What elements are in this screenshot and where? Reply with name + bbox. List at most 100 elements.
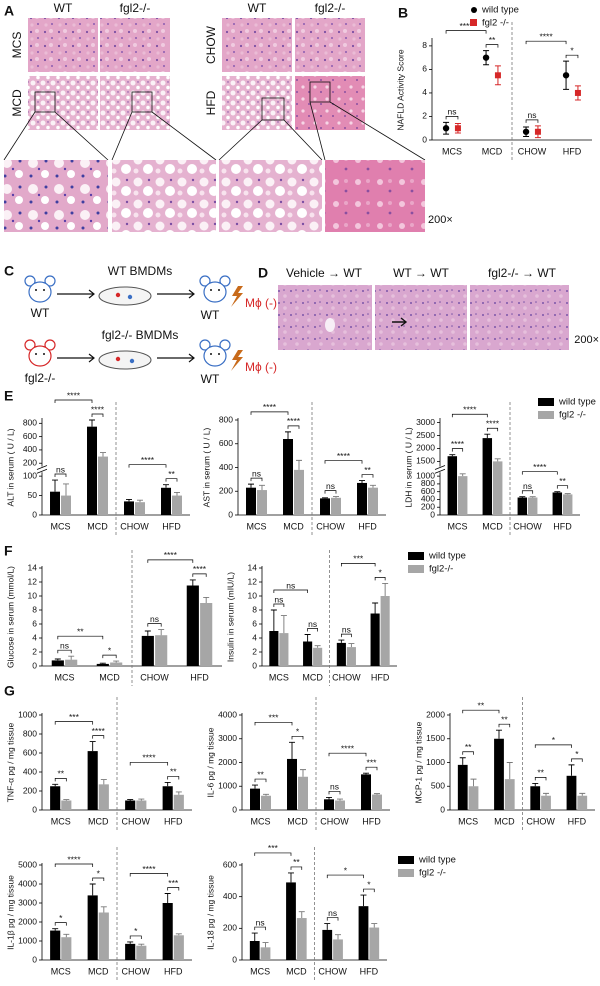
error-bar xyxy=(52,783,59,787)
error-bar xyxy=(348,643,355,648)
x-tick-label: MCD xyxy=(302,672,323,682)
panel-c-g-circle xyxy=(218,289,220,291)
significance-bracket xyxy=(451,413,488,418)
significance-bracket xyxy=(54,863,94,867)
bar xyxy=(447,456,458,515)
significance-bracket xyxy=(556,485,569,489)
significance-label: **** xyxy=(287,416,301,426)
panel-letters-text: A xyxy=(4,3,14,19)
significance-label: * xyxy=(97,868,101,878)
significance-bracket xyxy=(290,866,303,870)
x-tick-label: HFD xyxy=(190,672,209,682)
panel-a-text: fgl2-/- xyxy=(315,1,346,15)
error-bar xyxy=(62,483,69,496)
y-tick-label: 1000 xyxy=(416,470,435,480)
y-tick-label: 0 xyxy=(32,509,37,519)
error-bar xyxy=(99,452,106,457)
panel-letters: A B C D E F G xyxy=(4,3,408,699)
y-tick-label: 12 xyxy=(248,576,258,586)
significance-label: ** xyxy=(170,767,177,777)
significance-bracket xyxy=(341,633,352,638)
y-tick-label: 600 xyxy=(23,431,37,441)
x-tick-label: MCD xyxy=(482,521,503,531)
y-tick-label: 200 xyxy=(219,486,233,496)
panel-letters-text: G xyxy=(4,683,15,699)
y-tick-label: 0 xyxy=(32,954,37,964)
bar xyxy=(504,779,515,810)
error-bar xyxy=(99,662,106,664)
y-axis-label: AST in serum ( U / L) xyxy=(201,427,211,507)
y-axis-label: ALT in serum ( U / L) xyxy=(5,428,15,506)
significance-label: ** xyxy=(364,465,371,475)
panel-c-g-path xyxy=(57,353,195,363)
significance-bracket xyxy=(534,777,547,781)
error-bar xyxy=(203,596,210,603)
y-tick-label: 0 xyxy=(232,804,237,814)
bar xyxy=(320,498,331,515)
panel-c-g-circle xyxy=(199,275,211,287)
panel-c-g xyxy=(35,289,220,355)
significance-bracket xyxy=(326,874,364,879)
error-bar xyxy=(280,615,287,634)
y-tick-label: 600 xyxy=(219,438,233,448)
panel-a-g-rect xyxy=(309,81,331,103)
significance-bracket xyxy=(250,411,289,415)
y-tick-label: 3000 xyxy=(416,417,435,427)
bar xyxy=(492,461,503,515)
panel-c-g-circle xyxy=(218,353,220,355)
y-tick-label: 2000 xyxy=(218,757,237,767)
data-point xyxy=(482,54,490,61)
error-bar xyxy=(529,496,536,498)
significance-bracket xyxy=(307,628,318,632)
error-bar xyxy=(164,782,171,787)
error-bar xyxy=(579,792,586,796)
x-tick-label: MCS xyxy=(250,966,270,976)
x-tick-label: MCS xyxy=(51,966,71,976)
bar xyxy=(541,795,551,810)
x-tick-label: HFD xyxy=(358,521,377,531)
significance-label: * xyxy=(367,879,371,889)
panel-c-g-ellipse xyxy=(98,286,152,306)
error-bar xyxy=(382,582,389,596)
legend-marker xyxy=(470,19,477,26)
error-bar xyxy=(568,764,575,776)
bar xyxy=(61,937,72,960)
y-tick-label: 100 xyxy=(23,470,37,480)
bar xyxy=(249,941,260,960)
panel-a-text: HFD xyxy=(204,90,218,115)
y-tick-label: 8 xyxy=(252,604,257,614)
bar xyxy=(566,775,577,810)
y-tick-label: 1000 xyxy=(18,935,37,945)
bar xyxy=(87,895,98,960)
panel-c-g-circle xyxy=(24,275,36,287)
error-bar xyxy=(495,729,502,739)
panel-a-g-rect xyxy=(261,97,285,121)
y-tick-label: 8 xyxy=(32,604,37,614)
error-bar xyxy=(554,491,561,493)
error-bar xyxy=(298,911,305,919)
significance-label: * xyxy=(108,645,112,655)
bar xyxy=(297,776,308,810)
bar xyxy=(186,585,199,666)
panel-d-text: 200× xyxy=(574,334,599,346)
bar xyxy=(162,903,173,960)
panel-c-g-circle xyxy=(219,339,231,351)
error-bar xyxy=(54,658,61,661)
panel-c-g-path xyxy=(231,350,243,371)
legend-label: fgl2 -/- xyxy=(559,410,586,421)
panel-a-rect xyxy=(219,160,322,232)
data-point xyxy=(494,72,501,79)
x-tick-label: HFD xyxy=(164,816,183,826)
y-axis-label: Insulin in serum (mIU/L) xyxy=(225,572,235,662)
error-bar xyxy=(175,791,182,795)
y-tick-label: 0 xyxy=(430,509,435,519)
significance-bracket xyxy=(54,721,94,725)
bar xyxy=(577,795,588,810)
error-bar xyxy=(136,499,143,503)
bar xyxy=(330,497,341,515)
significance-label: ** xyxy=(478,700,485,710)
panel-c-g xyxy=(24,275,231,367)
axis-break-mark xyxy=(36,465,48,474)
panel-d-text: WT → WT xyxy=(393,266,449,280)
y-tick-label: 800 xyxy=(219,414,233,424)
